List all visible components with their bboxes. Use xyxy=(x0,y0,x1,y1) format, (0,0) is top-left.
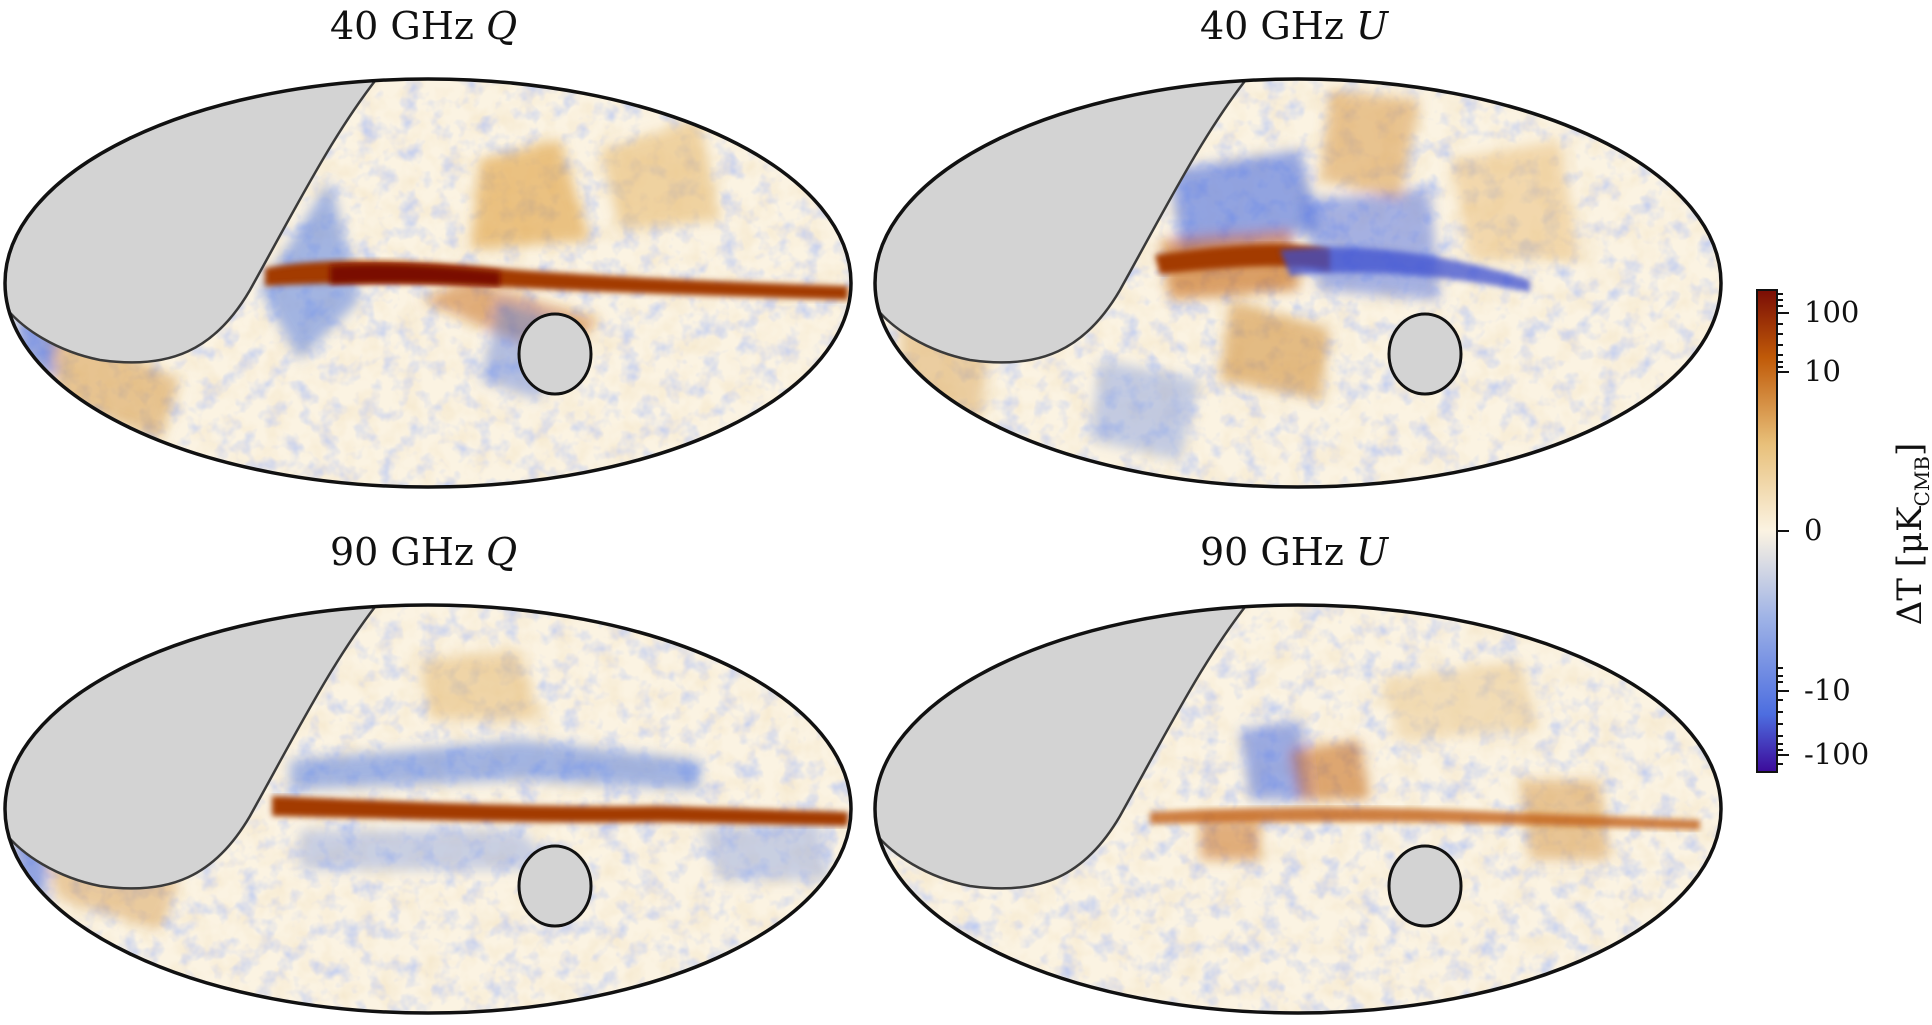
colorbar xyxy=(1756,289,1789,773)
map-90ghz-u xyxy=(873,603,1723,1015)
panel-title-40ghz-u: 40 GHz U xyxy=(1200,4,1389,48)
panel-title-90ghz-q: 90 GHz Q xyxy=(330,530,518,574)
map-40ghz-q xyxy=(3,77,853,489)
map-90ghz-q xyxy=(3,603,853,1015)
colorbar-gradient xyxy=(1756,289,1778,773)
colorbar-tick-0: 0 xyxy=(1804,513,1823,547)
colorbar-tick-10: 10 xyxy=(1804,354,1841,388)
colorbar-axis-label: ΔT [μKCMB] xyxy=(1890,442,1932,626)
colorbar-tick-100: 100 xyxy=(1804,295,1860,329)
colorbar-ticks xyxy=(1777,293,1789,765)
map-40ghz-u xyxy=(873,77,1723,489)
colorbar-tick-neg10: -10 xyxy=(1804,673,1851,707)
panel-title-90ghz-u: 90 GHz U xyxy=(1200,530,1389,574)
panel-title-40ghz-q: 40 GHz Q xyxy=(330,4,518,48)
colorbar-tick-neg100: -100 xyxy=(1804,737,1870,771)
